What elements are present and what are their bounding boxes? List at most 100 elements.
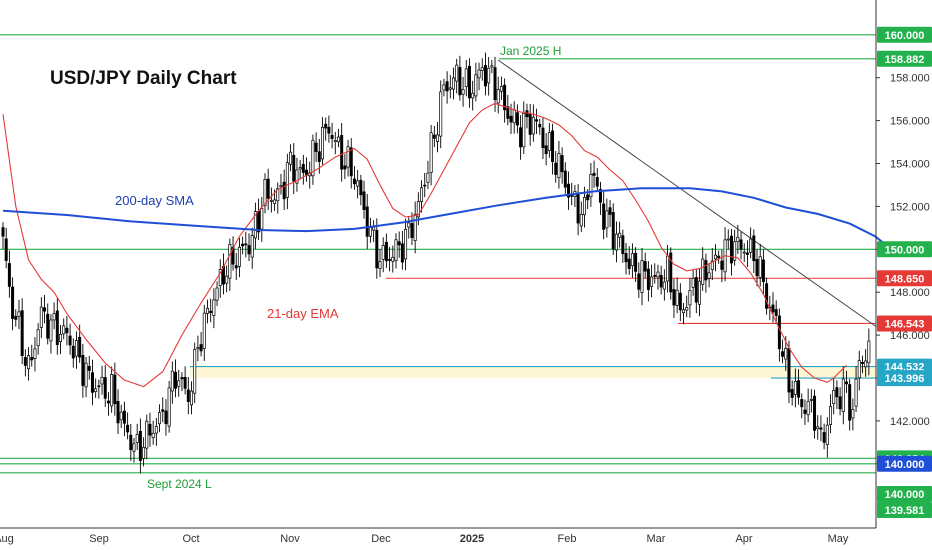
jan-high-label: Jan 2025 H (500, 44, 562, 58)
price-tag-label: 140.000 (885, 459, 925, 471)
candle-body (135, 434, 139, 443)
candle (630, 243, 634, 278)
candle-body (241, 243, 245, 247)
candle-body (707, 272, 711, 279)
candle (806, 388, 810, 423)
candle (253, 202, 257, 250)
candle-body (186, 389, 190, 402)
candle (493, 56, 497, 112)
candle (311, 134, 315, 185)
candle-body (20, 310, 24, 357)
candle-body (62, 325, 66, 335)
candle (164, 399, 168, 436)
candle-body (451, 77, 455, 90)
candle (844, 370, 848, 393)
candle (656, 264, 660, 290)
candle (595, 168, 599, 192)
candle-body (46, 313, 50, 339)
candle (62, 318, 66, 340)
candle-body (634, 252, 638, 272)
candle-body (790, 389, 794, 398)
candle (701, 247, 705, 291)
candle-body (158, 412, 162, 425)
candle-body (362, 191, 366, 210)
trendline (497, 59, 877, 327)
price-tag-box (877, 270, 932, 287)
candle-body (257, 210, 261, 233)
candle-body (729, 235, 733, 264)
candle-body (407, 222, 411, 228)
candle (27, 346, 31, 381)
candle (378, 249, 382, 278)
candle (471, 80, 475, 111)
candle-body (327, 126, 331, 134)
candle-body (71, 345, 75, 359)
candle-body (391, 256, 395, 262)
candle (480, 58, 484, 81)
candle-body (672, 289, 676, 306)
candle (483, 52, 487, 96)
candle (81, 343, 85, 398)
candle (429, 124, 433, 186)
candle-body (605, 210, 609, 229)
candle-body (595, 177, 599, 187)
candle (263, 173, 267, 214)
candle-body (142, 446, 146, 459)
candle (46, 303, 50, 345)
candle (662, 269, 666, 301)
candle (557, 140, 561, 189)
candle (710, 248, 714, 281)
candle-body (170, 370, 174, 392)
candle (388, 246, 392, 272)
candle-body (841, 378, 845, 412)
candle-body (793, 380, 797, 395)
price-tag-label: 160.000 (885, 30, 925, 42)
candle (7, 250, 11, 298)
candle-body (289, 151, 293, 165)
price-tag-box (877, 241, 932, 258)
candle (4, 227, 8, 269)
candle (458, 55, 462, 101)
candle-body (368, 227, 372, 237)
candle (237, 237, 241, 278)
candle-body (618, 232, 622, 238)
candle-body (685, 307, 689, 311)
candle (116, 389, 120, 434)
candle (646, 261, 650, 302)
candle-body (228, 243, 232, 279)
candle-body (784, 347, 788, 360)
candle (685, 295, 689, 318)
candle-body (554, 162, 558, 175)
candle-body (666, 255, 670, 282)
candle-body (512, 109, 516, 124)
candle-body (49, 319, 53, 342)
price-tag: 143.996 (877, 370, 932, 387)
candle (707, 262, 711, 288)
candle-body (55, 310, 59, 345)
candle-body (761, 259, 765, 283)
candle-body (94, 388, 98, 392)
candle (624, 242, 628, 275)
candle-body (496, 89, 500, 104)
candle (365, 194, 369, 250)
candle-body (519, 127, 523, 148)
candle-body (314, 142, 318, 152)
candle-body (624, 253, 628, 263)
candle (803, 399, 807, 425)
candle-body (285, 162, 289, 198)
candle-body (209, 310, 213, 314)
candle (55, 298, 59, 355)
candle-body (436, 134, 440, 142)
candle-body (346, 146, 350, 168)
candle (228, 238, 232, 291)
candle (713, 244, 717, 272)
candle-body (292, 155, 296, 182)
candle (777, 308, 781, 362)
candle (269, 187, 273, 213)
support-zone-layer (190, 366, 876, 379)
candle-body (429, 132, 433, 173)
candle-body (474, 74, 478, 97)
candle (202, 304, 206, 361)
